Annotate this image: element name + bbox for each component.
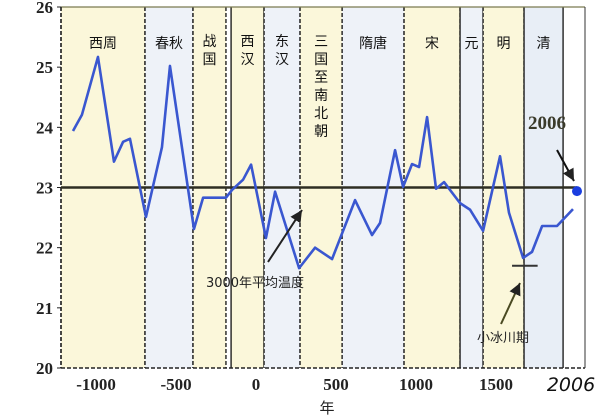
period-label: 三国至南北朝 [314,34,328,140]
arrow-2006 [556,149,575,182]
y-tick-label: 24 [36,118,54,137]
period-label: 西汉 [241,34,255,68]
period-label: 明 [497,36,511,52]
y-tick-label: 22 [36,239,53,258]
y-tick-label: 25 [36,58,53,77]
point-2006 [572,186,582,197]
axis-ticks: 20 21 22 23 24 25 26 -1000 -500 0 500 1000 1500 2006 [36,0,595,396]
x-axis-label: 年 [319,399,334,417]
period-label: 清 [537,36,551,52]
x-tick-label: 500 [323,375,349,394]
mean-line-arrow [267,209,303,263]
y-tick-label: 21 [36,299,53,318]
x-tick-label: 0 [252,375,261,394]
mean-line-label: 3000年平均温度 [206,275,304,291]
y-tick-label: 23 [36,179,53,198]
little-ice-age-arrow [500,282,521,325]
x-tick-label: 1000 [399,375,433,394]
period-label: 元 [465,36,479,52]
period-label: 隋唐 [359,35,387,52]
x-tick-label-2006: 2006 [547,374,595,396]
period-label: 西周 [89,36,117,52]
period-label: 春秋 [155,36,183,52]
x-tick-label: 1500 [479,375,513,394]
little-ice-age-label: 小冰川期 [477,331,529,346]
series-line [71,55,582,270]
x-tick-label: -500 [160,375,191,394]
x-tick-label: -1000 [76,375,116,394]
temperature-line [71,55,574,270]
period-label: 战国 [202,34,216,68]
period-label: 东汉 [275,34,289,68]
y-tick-label: 20 [36,359,53,378]
period-label: 宋 [425,36,439,52]
y-tick-label: 26 [36,0,53,17]
label-2006: 2006 [528,113,566,134]
